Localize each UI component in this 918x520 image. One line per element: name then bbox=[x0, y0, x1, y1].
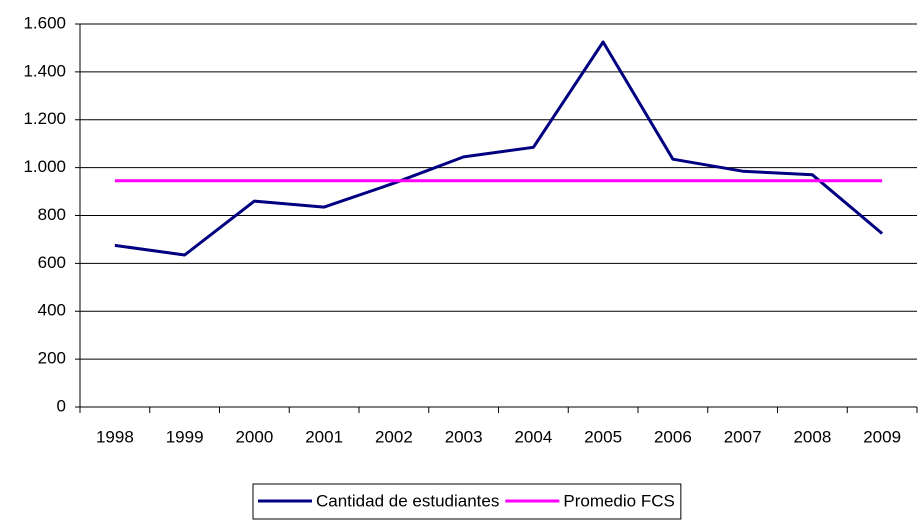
x-tick-label: 2003 bbox=[445, 427, 483, 446]
x-tick-label: 2004 bbox=[514, 427, 552, 446]
x-tick-label: 2007 bbox=[724, 427, 762, 446]
x-tick-label: 2008 bbox=[793, 427, 831, 446]
data-line bbox=[114, 40, 884, 257]
y-tick-label: 200 bbox=[38, 349, 66, 368]
x-tick-label: 2009 bbox=[863, 427, 901, 446]
x-tick-label: 1998 bbox=[96, 427, 134, 446]
x-tick-label: 2005 bbox=[584, 427, 622, 446]
y-tick-label: 0 bbox=[57, 396, 66, 415]
y-tick-label: 400 bbox=[38, 301, 66, 320]
y-tick-label: 1.200 bbox=[23, 109, 66, 128]
legend-label: Cantidad de estudiantes bbox=[316, 491, 499, 510]
legend-label: Promedio FCS bbox=[563, 491, 674, 510]
y-tick-label: 1.400 bbox=[23, 61, 66, 80]
y-tick-label: 1.000 bbox=[23, 157, 66, 176]
legend-box bbox=[252, 483, 682, 520]
y-tick-label: 800 bbox=[38, 205, 66, 224]
x-tick-label: 1999 bbox=[166, 427, 204, 446]
x-tick-label: 2002 bbox=[375, 427, 413, 446]
x-tick-label: 2001 bbox=[305, 427, 343, 446]
x-tick-label: 2006 bbox=[654, 427, 692, 446]
x-tick-label: 2000 bbox=[235, 427, 273, 446]
y-tick-label: 600 bbox=[38, 253, 66, 272]
y-tick-label: 1.600 bbox=[23, 13, 66, 32]
